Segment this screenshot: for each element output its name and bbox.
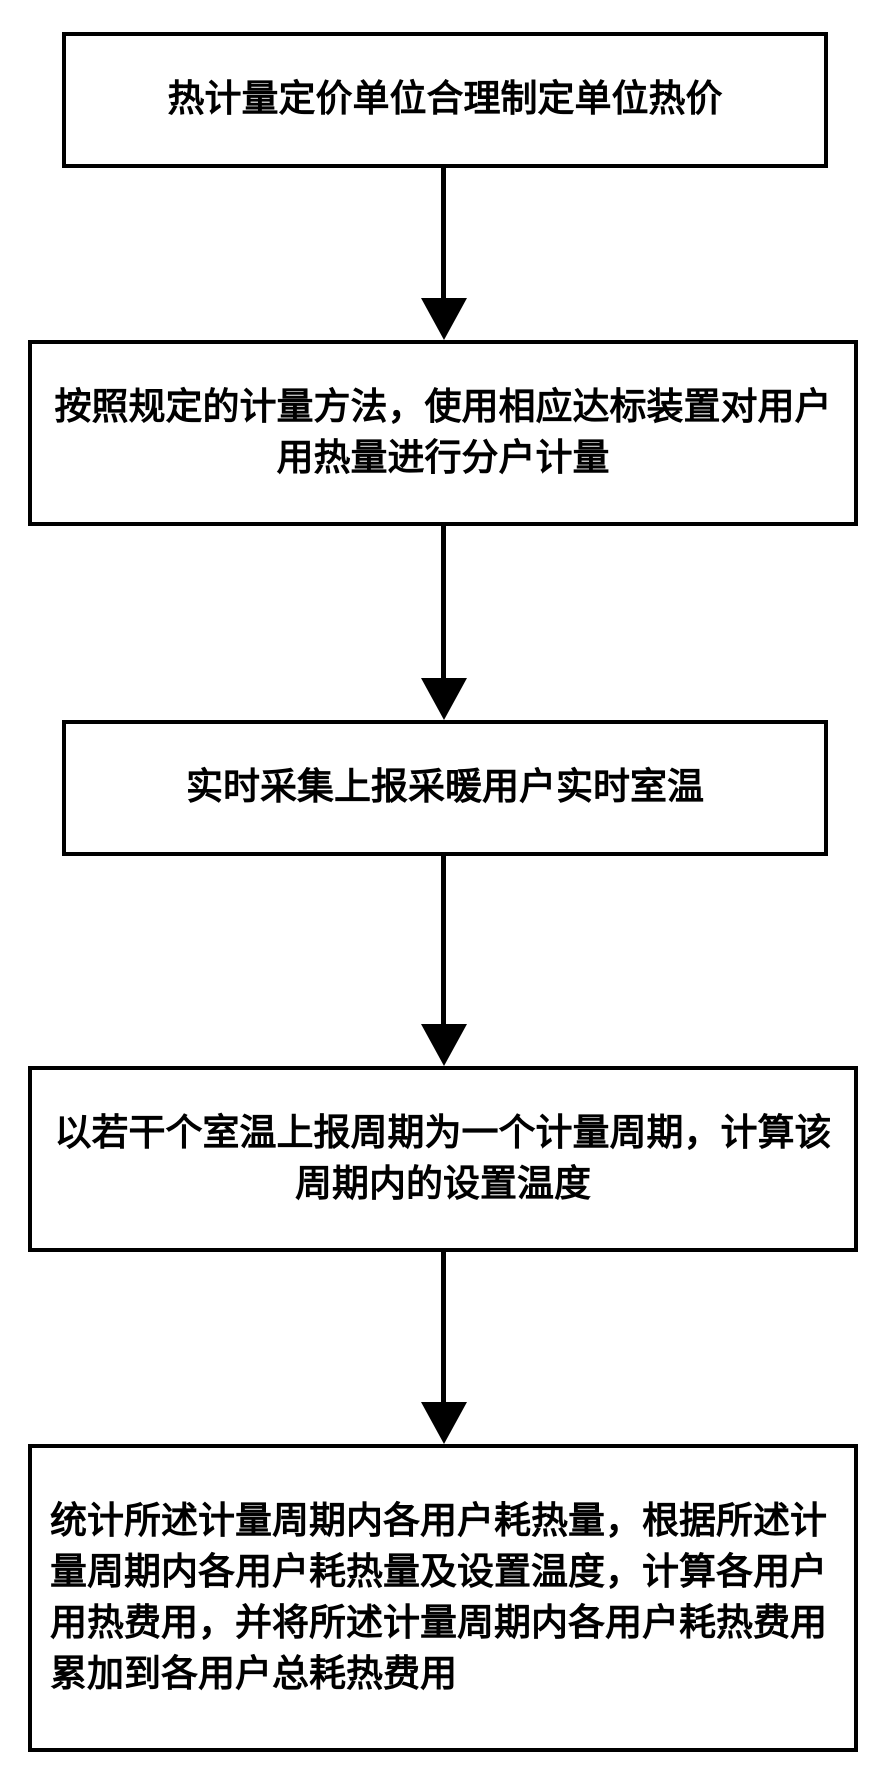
flow-step-1: 热计量定价单位合理制定单位热价 bbox=[62, 32, 828, 168]
flow-step-5-text: 统计所述计量周期内各用户耗热量，根据所述计量周期内各用户耗热量及设置温度，计算各… bbox=[50, 1496, 836, 1700]
flow-step-4-text: 以若干个室温上报周期为一个计量周期，计算该周期内的设置温度 bbox=[52, 1108, 834, 1210]
flowchart-container: 热计量定价单位合理制定单位热价 按照规定的计量方法，使用相应达标装置对用户用热量… bbox=[0, 0, 888, 1779]
flow-step-3-text: 实时采集上报采暖用户实时室温 bbox=[186, 762, 704, 813]
arrow-3-head bbox=[421, 1024, 467, 1066]
flow-step-1-text: 热计量定价单位合理制定单位热价 bbox=[168, 74, 723, 125]
arrow-3-line bbox=[441, 856, 446, 1024]
arrow-4-line bbox=[441, 1252, 446, 1402]
flow-step-3: 实时采集上报采暖用户实时室温 bbox=[62, 720, 828, 856]
flow-step-2: 按照规定的计量方法，使用相应达标装置对用户用热量进行分户计量 bbox=[28, 340, 858, 526]
flow-step-4: 以若干个室温上报周期为一个计量周期，计算该周期内的设置温度 bbox=[28, 1066, 858, 1252]
arrow-1-head bbox=[421, 298, 467, 340]
flow-step-2-text: 按照规定的计量方法，使用相应达标装置对用户用热量进行分户计量 bbox=[52, 382, 834, 484]
arrow-1-line bbox=[441, 168, 446, 298]
arrow-2-line bbox=[441, 526, 446, 678]
arrow-4-head bbox=[421, 1402, 467, 1444]
flow-step-5: 统计所述计量周期内各用户耗热量，根据所述计量周期内各用户耗热量及设置温度，计算各… bbox=[28, 1444, 858, 1752]
arrow-2-head bbox=[421, 678, 467, 720]
